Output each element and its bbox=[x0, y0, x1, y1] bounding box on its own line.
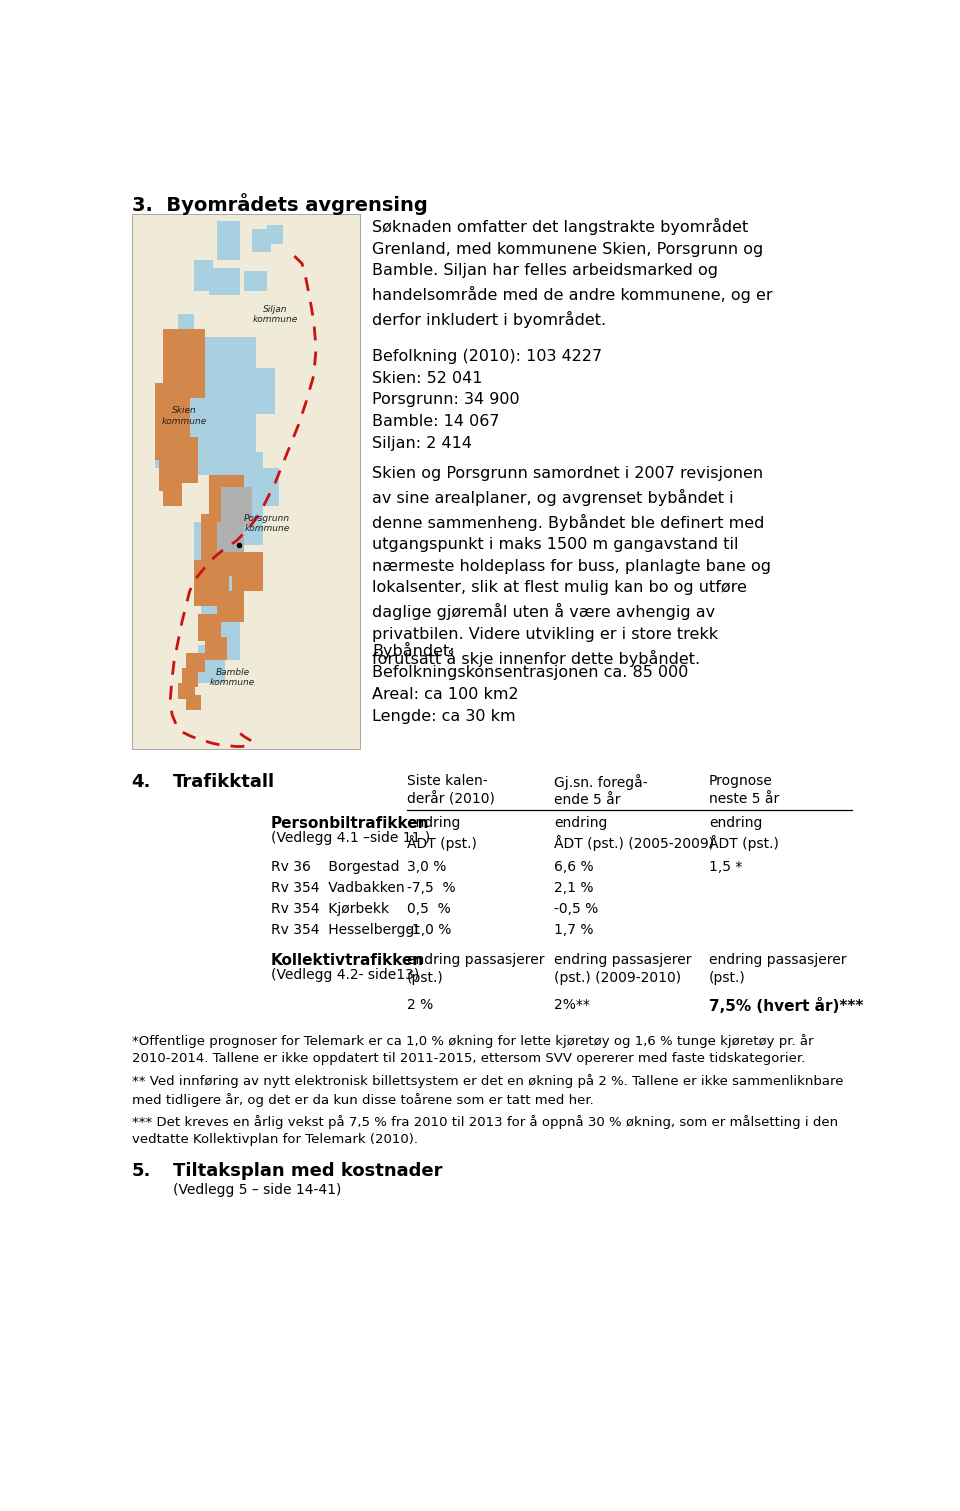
Bar bbox=[267, 225, 283, 245]
Text: endring
ÅDT (pst.): endring ÅDT (pst.) bbox=[407, 816, 476, 851]
Bar bbox=[162, 329, 205, 399]
Bar bbox=[252, 230, 271, 252]
Bar bbox=[209, 476, 244, 529]
Text: Rv 354  Hesselberggt: Rv 354 Hesselberggt bbox=[271, 923, 420, 937]
Bar bbox=[155, 384, 190, 459]
Bar bbox=[209, 613, 240, 660]
Bar bbox=[198, 645, 225, 683]
Bar bbox=[232, 553, 263, 591]
Text: (Vedlegg 4.1 –side 11 ): (Vedlegg 4.1 –side 11 ) bbox=[271, 831, 430, 845]
Bar bbox=[217, 221, 240, 260]
Bar bbox=[202, 576, 240, 638]
Text: 4.: 4. bbox=[132, 772, 151, 790]
Bar bbox=[186, 653, 205, 672]
Bar bbox=[186, 337, 255, 476]
Text: Prognose
neste 5 år: Prognose neste 5 år bbox=[709, 774, 780, 805]
Text: endring passasjerer
(pst.): endring passasjerer (pst.) bbox=[709, 953, 847, 985]
Text: 7,5% (hvert år)***: 7,5% (hvert år)*** bbox=[709, 997, 863, 1014]
Text: 3.  Byområdets avgrensing: 3. Byområdets avgrensing bbox=[132, 193, 427, 215]
Text: -1,0 %: -1,0 % bbox=[407, 923, 451, 937]
Bar bbox=[179, 683, 195, 698]
Bar bbox=[182, 668, 198, 688]
Text: Tiltaksplan med kostnader: Tiltaksplan med kostnader bbox=[173, 1162, 443, 1180]
Bar bbox=[205, 638, 227, 660]
Text: Rv 354  Vadbakken: Rv 354 Vadbakken bbox=[271, 881, 405, 895]
Text: 2%**: 2%** bbox=[554, 997, 589, 1011]
Text: 0,5  %: 0,5 % bbox=[407, 902, 450, 916]
Text: 1,5 *: 1,5 * bbox=[709, 860, 742, 875]
Text: Skien
kommune: Skien kommune bbox=[161, 406, 207, 426]
Text: endring passasjerer
(pst.) (2009-2010): endring passasjerer (pst.) (2009-2010) bbox=[554, 953, 691, 985]
Text: 2 %: 2 % bbox=[407, 997, 433, 1011]
Text: Bamble
kommune: Bamble kommune bbox=[209, 668, 255, 688]
Text: 6,6 %: 6,6 % bbox=[554, 860, 593, 875]
Bar bbox=[179, 314, 194, 337]
Bar bbox=[248, 367, 275, 414]
Text: -7,5  %: -7,5 % bbox=[407, 881, 455, 895]
Bar bbox=[162, 484, 182, 506]
Text: *** Det kreves en årlig vekst på 7,5 % fra 2010 til 2013 for å oppnå 30 % økning: *** Det kreves en årlig vekst på 7,5 % f… bbox=[132, 1115, 838, 1145]
Text: Skien og Porsgrunn samordnet i 2007 revisjonen
av sine arealplaner, og avgrenset: Skien og Porsgrunn samordnet i 2007 revi… bbox=[372, 467, 771, 666]
Text: Rv 354  Kjørbekk: Rv 354 Kjørbekk bbox=[271, 902, 389, 916]
Text: 3,0 %: 3,0 % bbox=[407, 860, 446, 875]
Bar bbox=[217, 591, 244, 621]
Bar bbox=[186, 695, 202, 710]
Bar bbox=[194, 561, 228, 606]
Text: endring
ÅDT (pst.): endring ÅDT (pst.) bbox=[709, 816, 779, 851]
Text: 2,1 %: 2,1 % bbox=[554, 881, 593, 895]
Bar bbox=[244, 272, 267, 290]
Bar bbox=[209, 452, 263, 545]
Text: 1,7 %: 1,7 % bbox=[554, 923, 593, 937]
Bar bbox=[209, 267, 240, 295]
Bar bbox=[155, 444, 170, 468]
Text: Siljan
kommune: Siljan kommune bbox=[252, 305, 298, 323]
Text: -0,5 %: -0,5 % bbox=[554, 902, 598, 916]
Text: Kollektivtrafikken: Kollektivtrafikken bbox=[271, 953, 424, 969]
Text: Personbiltrafikken: Personbiltrafikken bbox=[271, 816, 430, 831]
Text: ** Ved innføring av nytt elektronisk billettsystem er det en økning på 2 %. Tall: ** Ved innføring av nytt elektronisk bil… bbox=[132, 1074, 843, 1108]
Text: (Vedlegg 5 – side 14-41): (Vedlegg 5 – side 14-41) bbox=[173, 1183, 341, 1197]
Text: Porsgrunn
kommune: Porsgrunn kommune bbox=[244, 514, 290, 533]
Text: *Offentlige prognoser for Telemark er ca 1,0 % økning for lette kjøretøy og 1,6 : *Offentlige prognoser for Telemark er ca… bbox=[132, 1035, 813, 1065]
Text: Gj.sn. foregå-
ende 5 år: Gj.sn. foregå- ende 5 år bbox=[554, 774, 648, 807]
Text: endring
ÅDT (pst.) (2005-2009): endring ÅDT (pst.) (2005-2009) bbox=[554, 816, 714, 851]
Text: Bybåndet:
Befolkningskonsentrasjonen ca. 85 000
Areal: ca 100 km2
Lengde: ca 30 : Bybåndet: Befolkningskonsentrasjonen ca.… bbox=[372, 642, 688, 724]
Bar bbox=[202, 514, 244, 576]
Text: endring passasjerer
(pst.): endring passasjerer (pst.) bbox=[407, 953, 544, 985]
Text: 5.: 5. bbox=[132, 1162, 151, 1180]
Bar bbox=[194, 260, 213, 290]
Text: (Vedlegg 4.2- side13): (Vedlegg 4.2- side13) bbox=[271, 969, 420, 982]
Text: Søknaden omfatter det langstrakte byområdet
Grenland, med kommunene Skien, Porsg: Søknaden omfatter det langstrakte byområ… bbox=[372, 218, 773, 328]
Text: Befolkning (2010): 103 4227
Skien: 52 041
Porsgrunn: 34 900
Bamble: 14 067
Silja: Befolkning (2010): 103 4227 Skien: 52 04… bbox=[372, 349, 602, 450]
Bar bbox=[194, 521, 240, 598]
Text: Siste kalen-
derår (2010): Siste kalen- derår (2010) bbox=[407, 774, 494, 805]
Bar bbox=[170, 437, 198, 484]
Bar bbox=[158, 459, 182, 491]
Text: Trafikktall: Trafikktall bbox=[173, 772, 275, 790]
Bar bbox=[198, 613, 221, 641]
Bar bbox=[170, 399, 190, 429]
Text: Rv 36    Borgestad: Rv 36 Borgestad bbox=[271, 860, 399, 875]
Bar bbox=[221, 487, 252, 526]
Bar bbox=[132, 213, 360, 749]
Bar bbox=[255, 468, 278, 506]
Bar bbox=[217, 521, 244, 553]
